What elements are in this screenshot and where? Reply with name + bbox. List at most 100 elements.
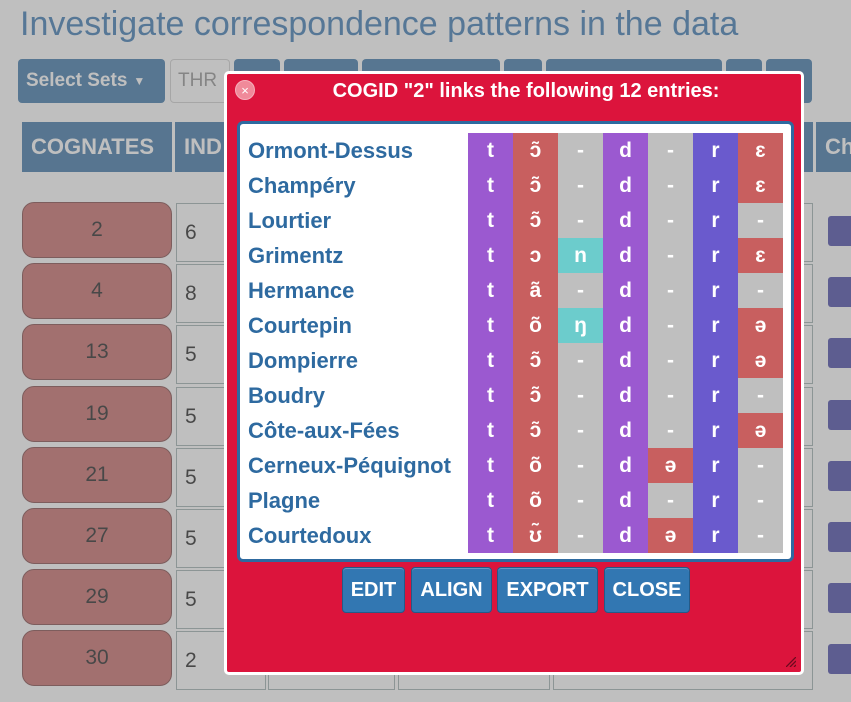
segment-cell[interactable]: t (468, 518, 513, 553)
segment-cell[interactable]: d (603, 483, 648, 518)
segment-cell[interactable]: õ (513, 483, 558, 518)
segment-cell[interactable]: - (738, 203, 783, 238)
segment-cell[interactable]: - (648, 203, 693, 238)
segment-cell[interactable]: t (468, 343, 513, 378)
segment-cell[interactable]: t (468, 273, 513, 308)
segment-cell[interactable]: ɔ̃ (513, 133, 558, 168)
doculect-name[interactable]: Dompierre (248, 348, 359, 373)
resize-handle-icon[interactable] (786, 657, 796, 667)
segment-cell[interactable]: r (693, 343, 738, 378)
segment-cell[interactable]: ɛ (738, 238, 783, 273)
segment-cell[interactable]: d (603, 308, 648, 343)
segment-cell[interactable]: ɛ (738, 133, 783, 168)
segment-cell[interactable]: r (693, 308, 738, 343)
segment-cell[interactable]: d (603, 378, 648, 413)
doculect-name[interactable]: Ormont-Dessus (248, 138, 414, 163)
segment-cell[interactable]: - (648, 133, 693, 168)
edit-button[interactable]: EDIT (342, 567, 405, 613)
segment-cell[interactable]: r (693, 413, 738, 448)
segment-cell[interactable]: - (558, 378, 603, 413)
segment-cell[interactable]: ɔ̃ (513, 168, 558, 203)
segment-cell[interactable]: - (648, 168, 693, 203)
segment-cell[interactable]: - (648, 413, 693, 448)
segment-cell[interactable]: ɔ̃ (513, 203, 558, 238)
segment-cell[interactable]: ɛ (738, 168, 783, 203)
segment-cell[interactable]: n (558, 238, 603, 273)
segment-cell[interactable]: ʊ̃ (513, 518, 558, 553)
segment-cell[interactable]: - (558, 273, 603, 308)
segment-cell[interactable]: õ (513, 308, 558, 343)
segment-cell[interactable]: r (693, 378, 738, 413)
segment-cell[interactable]: - (558, 483, 603, 518)
close-button[interactable]: CLOSE (604, 567, 690, 613)
segment-cell[interactable]: r (693, 203, 738, 238)
doculect-name[interactable]: Côte-aux-Fées (248, 418, 400, 443)
segment-cell[interactable]: d (603, 238, 648, 273)
segment-cell[interactable]: r (693, 273, 738, 308)
segment-cell[interactable]: d (603, 343, 648, 378)
segment-cell[interactable]: - (558, 413, 603, 448)
segment-cell[interactable]: - (558, 168, 603, 203)
export-button[interactable]: EXPORT (497, 567, 598, 613)
segment-cell[interactable]: d (603, 448, 648, 483)
segment-cell[interactable]: - (738, 448, 783, 483)
doculect-name[interactable]: Plagne (248, 488, 321, 513)
segment-cell[interactable]: ə (738, 308, 783, 343)
segment-cell[interactable]: ɔ̃ (513, 378, 558, 413)
segment-cell[interactable]: t (468, 483, 513, 518)
doculect-name[interactable]: Boudry (248, 383, 325, 408)
doculect-name[interactable]: Lourtier (248, 208, 332, 233)
segment-cell[interactable]: - (738, 518, 783, 553)
doculect-name[interactable]: Courtepin (248, 313, 352, 338)
segment-cell[interactable]: t (468, 133, 513, 168)
segment-cell[interactable]: - (558, 448, 603, 483)
segment-cell[interactable]: t (468, 238, 513, 273)
doculect-name[interactable]: Champéry (248, 173, 356, 198)
segment-cell[interactable]: - (648, 343, 693, 378)
segment-cell[interactable]: - (738, 273, 783, 308)
segment-cell[interactable]: ə (648, 518, 693, 553)
segment-cell[interactable]: - (738, 378, 783, 413)
segment-cell[interactable]: - (738, 483, 783, 518)
segment-cell[interactable]: r (693, 518, 738, 553)
doculect-name[interactable]: Courtedoux (248, 523, 372, 548)
segment-cell[interactable]: ə (738, 343, 783, 378)
segment-cell[interactable]: t (468, 168, 513, 203)
segment-cell[interactable]: ɔ̃ (513, 343, 558, 378)
segment-cell[interactable]: - (558, 343, 603, 378)
segment-cell[interactable]: t (468, 203, 513, 238)
segment-cell[interactable]: d (603, 203, 648, 238)
segment-cell[interactable]: - (558, 203, 603, 238)
segment-cell[interactable]: ə (648, 448, 693, 483)
segment-cell[interactable]: ə (738, 413, 783, 448)
segment-cell[interactable]: - (558, 518, 603, 553)
doculect-name[interactable]: Grimentz (248, 243, 344, 268)
segment-cell[interactable]: d (603, 133, 648, 168)
segment-cell[interactable]: d (603, 413, 648, 448)
doculect-name[interactable]: Hermance (248, 278, 355, 303)
segment-cell[interactable]: d (603, 518, 648, 553)
segment-cell[interactable]: t (468, 308, 513, 343)
segment-cell[interactable]: - (648, 483, 693, 518)
segment-cell[interactable]: õ (513, 448, 558, 483)
doculect-name[interactable]: Cerneux-Péquignot (248, 453, 451, 478)
segment-cell[interactable]: t (468, 413, 513, 448)
segment-cell[interactable]: ɔ̃ (513, 413, 558, 448)
segment-cell[interactable]: r (693, 448, 738, 483)
segment-cell[interactable]: r (693, 483, 738, 518)
segment-cell[interactable]: ɔ (513, 238, 558, 273)
segment-cell[interactable]: - (648, 308, 693, 343)
segment-cell[interactable]: ŋ (558, 308, 603, 343)
segment-cell[interactable]: r (693, 133, 738, 168)
segment-cell[interactable]: - (558, 133, 603, 168)
align-button[interactable]: ALIGN (411, 567, 492, 613)
segment-cell[interactable]: - (648, 273, 693, 308)
segment-cell[interactable]: - (648, 378, 693, 413)
segment-cell[interactable]: - (648, 238, 693, 273)
segment-cell[interactable]: r (693, 238, 738, 273)
segment-cell[interactable]: d (603, 273, 648, 308)
segment-cell[interactable]: t (468, 378, 513, 413)
close-icon[interactable]: × (235, 80, 255, 100)
segment-cell[interactable]: ã (513, 273, 558, 308)
segment-cell[interactable]: t (468, 448, 513, 483)
